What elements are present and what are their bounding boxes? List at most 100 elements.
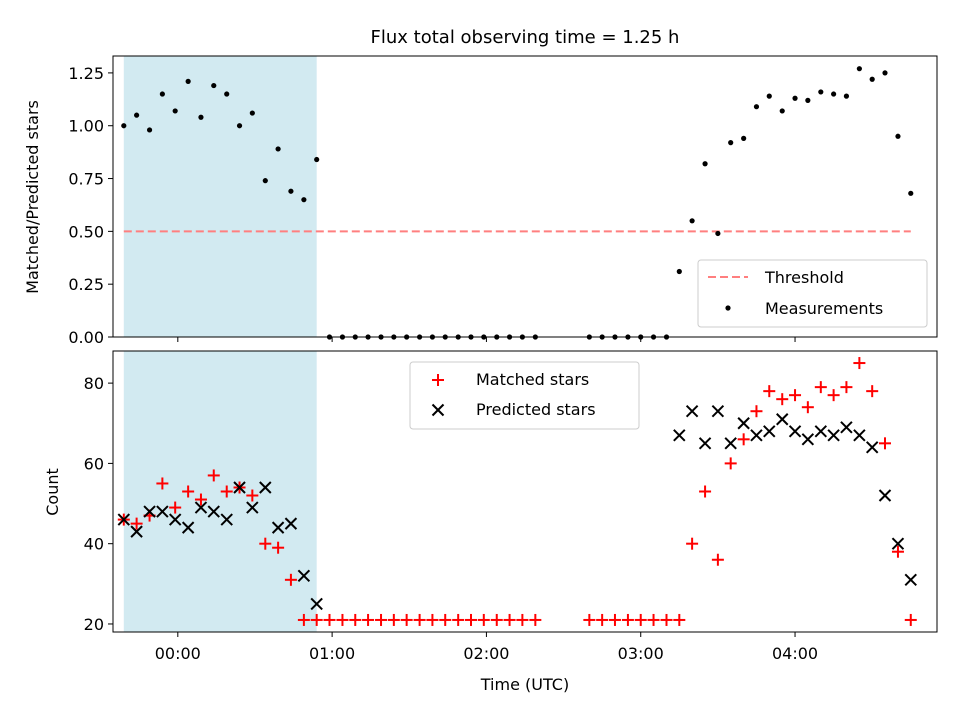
matched-star-point (878, 437, 891, 450)
predicted-d2 (271, 521, 285, 534)
matched-star-point (207, 469, 220, 482)
matched-star-point (323, 613, 336, 626)
matched-star-point (866, 385, 879, 398)
predicted-star-point (904, 573, 917, 587)
predicted-star-point (271, 521, 285, 534)
matched-star-point (686, 537, 699, 550)
predicted-star-point (801, 433, 815, 446)
chart-title: Flux total observing time = 1.25 h (371, 27, 680, 48)
predicted-star-point (840, 421, 853, 434)
predicted-d2 (814, 425, 828, 438)
bottom-y-tick-label: 40 (84, 535, 104, 554)
matched-star-point (220, 485, 233, 498)
matched-star-point (608, 613, 621, 626)
predicted-d2 (711, 405, 725, 418)
matched-star-point (596, 613, 609, 626)
predicted-star-point (673, 429, 686, 442)
matched-star-point (336, 613, 349, 626)
predicted-d2 (207, 505, 220, 518)
top-y-tick-label: 1.25 (68, 64, 104, 83)
predicted-d2 (297, 569, 311, 583)
predicted-star-point (194, 501, 208, 514)
bottom-x-tick-label: 01:00 (309, 644, 355, 663)
measurement-point (262, 178, 268, 184)
matched-star-point (375, 613, 388, 626)
predicted-star-point (737, 417, 750, 430)
predicted-d2 (310, 597, 323, 611)
predicted-d2 (130, 525, 143, 538)
measurements-legend-label: Measurements (765, 299, 883, 318)
predicted-star-point (259, 481, 272, 494)
predicted-d2 (673, 429, 686, 442)
measurement-point (689, 218, 695, 224)
measurement-point (882, 70, 888, 76)
bottom-y-tick-label: 20 (84, 615, 104, 634)
predicted-star-point (685, 405, 699, 418)
predicted-d2 (698, 437, 712, 450)
predicted-star-point (284, 517, 298, 530)
measurement-point (676, 268, 682, 275)
predicted-star-point (156, 505, 169, 518)
predicted-star-point (891, 537, 905, 550)
measurement-point (805, 97, 811, 103)
bottom-legend-box (409, 361, 640, 430)
matched-legend-label: Matched stars (476, 370, 589, 389)
predicted-star-point (698, 437, 712, 450)
top-y-tick-label: 0.00 (68, 328, 104, 347)
matched-star-point (194, 493, 207, 506)
predicted-star-point (143, 505, 156, 518)
predicted-d2 (685, 405, 699, 418)
predicted-d2 (891, 537, 905, 550)
matched-star-point (853, 357, 866, 370)
matched-star-point (259, 537, 272, 550)
bottom-x-axis-label: Time (UTC) (480, 675, 569, 694)
measurement-point (288, 188, 294, 194)
predicted-star-point (246, 501, 259, 514)
predicted-star-point (763, 425, 776, 438)
matched-star-point (711, 553, 724, 566)
matched-star-point (699, 485, 712, 498)
predicted-star-point (297, 569, 311, 583)
predicted-d2 (776, 413, 789, 426)
matched-star-point (297, 613, 310, 626)
measurement-point (843, 93, 850, 99)
predicted-d2 (194, 501, 208, 514)
matched-star-point (413, 613, 426, 626)
matched-star-point (789, 389, 802, 402)
matched-star-point (439, 613, 452, 626)
measurement-point (856, 66, 862, 72)
predicted-star-point (181, 521, 195, 534)
predicted-legend-swatch (431, 403, 445, 417)
measurement-point (779, 108, 785, 114)
predicted-d2 (878, 489, 892, 502)
matched-star-point (182, 485, 195, 498)
matched-star-point (400, 613, 413, 626)
matched-star-point (387, 613, 400, 626)
predicted-d2 (865, 441, 879, 454)
matched-star-point (827, 389, 840, 402)
bottom-y-axis-label: Count (43, 468, 62, 516)
matched-star-point (284, 573, 297, 586)
predicted-d2 (220, 513, 233, 526)
measurement-point (301, 197, 307, 203)
predicted-d2 (233, 481, 246, 494)
predicted-d2 (259, 481, 272, 494)
predicted-d2 (143, 505, 156, 518)
matched-star-point (814, 381, 827, 394)
threshold-legend-label: Threshold (764, 268, 844, 287)
matched-star-point (583, 613, 596, 626)
measurement-point (702, 161, 708, 167)
measurement-point (818, 89, 824, 95)
matched-star-point (464, 613, 477, 626)
measurement-point (766, 93, 772, 99)
top-legend-box (697, 259, 928, 328)
matched-star-point (801, 401, 814, 414)
predicted-d2 (156, 505, 169, 518)
bottom-y-tick-label: 80 (84, 374, 104, 393)
matched-star-point (776, 393, 789, 406)
matched-star-point (490, 613, 503, 626)
predicted-d2 (724, 437, 737, 450)
bottom-legend: Matched stars Predicted stars (409, 361, 640, 430)
matched-star-point (621, 613, 634, 626)
